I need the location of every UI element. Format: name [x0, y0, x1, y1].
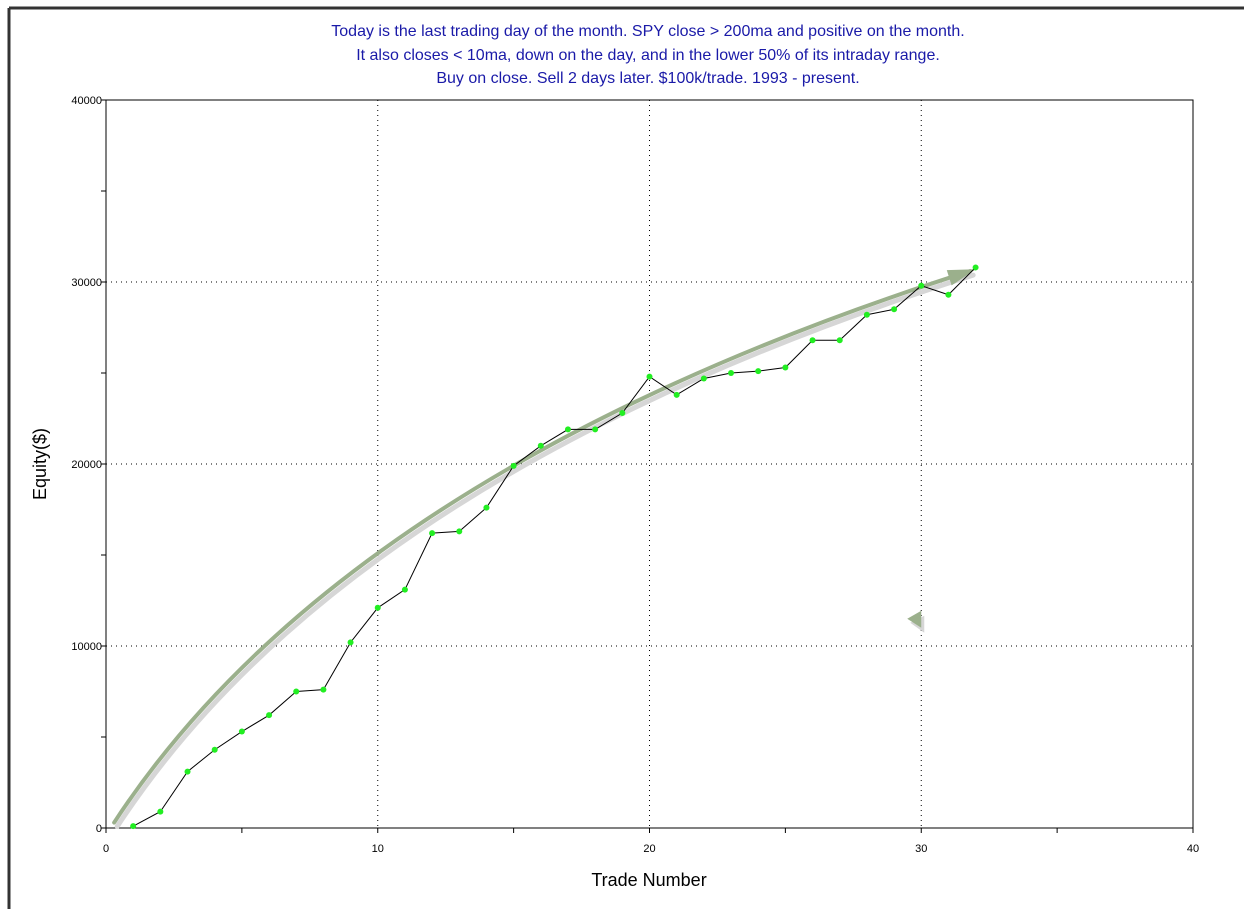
x-tick-label: 0: [103, 843, 109, 855]
equity-line: [132, 267, 976, 827]
equity-point: [347, 639, 354, 646]
equity-point: [945, 291, 952, 298]
equity-point: [755, 368, 762, 375]
equity-point: [401, 586, 408, 593]
equity-point: [184, 768, 191, 775]
x-tick-label: 30: [915, 843, 927, 855]
equity-point: [700, 375, 707, 382]
equity-point: [863, 311, 870, 318]
y-tick-label: 40000: [71, 95, 102, 107]
trend-annotation: [112, 269, 976, 830]
equity-point: [891, 306, 898, 313]
equity-point: [782, 364, 789, 371]
grid: [106, 100, 1193, 828]
equity-point: [619, 410, 626, 417]
axis-ticks: 0 10 20 30 40 0 10000 20000 30000 40000: [71, 95, 1199, 855]
arrowhead-marker: [907, 610, 922, 628]
y-tick-label: 10000: [71, 641, 102, 653]
equity-point: [211, 746, 218, 753]
x-tick-label: 40: [1187, 843, 1199, 855]
equity-point: [483, 504, 490, 511]
equity-point: [510, 462, 517, 469]
equity-point: [130, 823, 137, 830]
equity-point: [266, 712, 273, 719]
plot-area: [105, 99, 1194, 829]
trend-arrow-head: [946, 269, 976, 286]
y-tick-label: 20000: [71, 459, 102, 471]
equity-point: [157, 808, 164, 815]
x-tick-label: 10: [372, 843, 384, 855]
title-line-3: Buy on close. Sell 2 days later. $100k/t…: [436, 70, 859, 87]
equity-point: [293, 688, 300, 695]
title-line-1: Today is the last trading day of the mon…: [331, 23, 964, 40]
equity-point: [673, 391, 680, 398]
equity-point: [918, 282, 925, 289]
equity-point: [456, 528, 463, 535]
equity-series: [130, 264, 979, 830]
y-tick-label: 0: [96, 823, 102, 835]
equity-point: [836, 337, 843, 344]
equity-point: [592, 426, 599, 433]
equity-point: [564, 426, 571, 433]
y-axis-title: Equity($): [30, 428, 50, 500]
trend-arrow-line: [112, 269, 973, 825]
y-tick-label: 30000: [71, 277, 102, 289]
equity-point: [728, 370, 735, 376]
equity-point: [320, 686, 327, 693]
equity-point: [809, 337, 816, 344]
x-tick-label: 20: [643, 843, 655, 855]
title-line-2: It also closes < 10ma, down on the day, …: [356, 47, 940, 64]
equity-point: [646, 373, 653, 380]
equity-point: [429, 530, 436, 537]
chart-title: Today is the last trading day of the mon…: [331, 23, 964, 87]
trend-arrow-shadow: [114, 272, 976, 830]
x-axis-title: Trade Number: [591, 870, 706, 890]
equity-point: [972, 264, 979, 271]
equity-point: [537, 442, 544, 449]
equity-point: [238, 728, 245, 735]
equity-point: [374, 604, 381, 611]
